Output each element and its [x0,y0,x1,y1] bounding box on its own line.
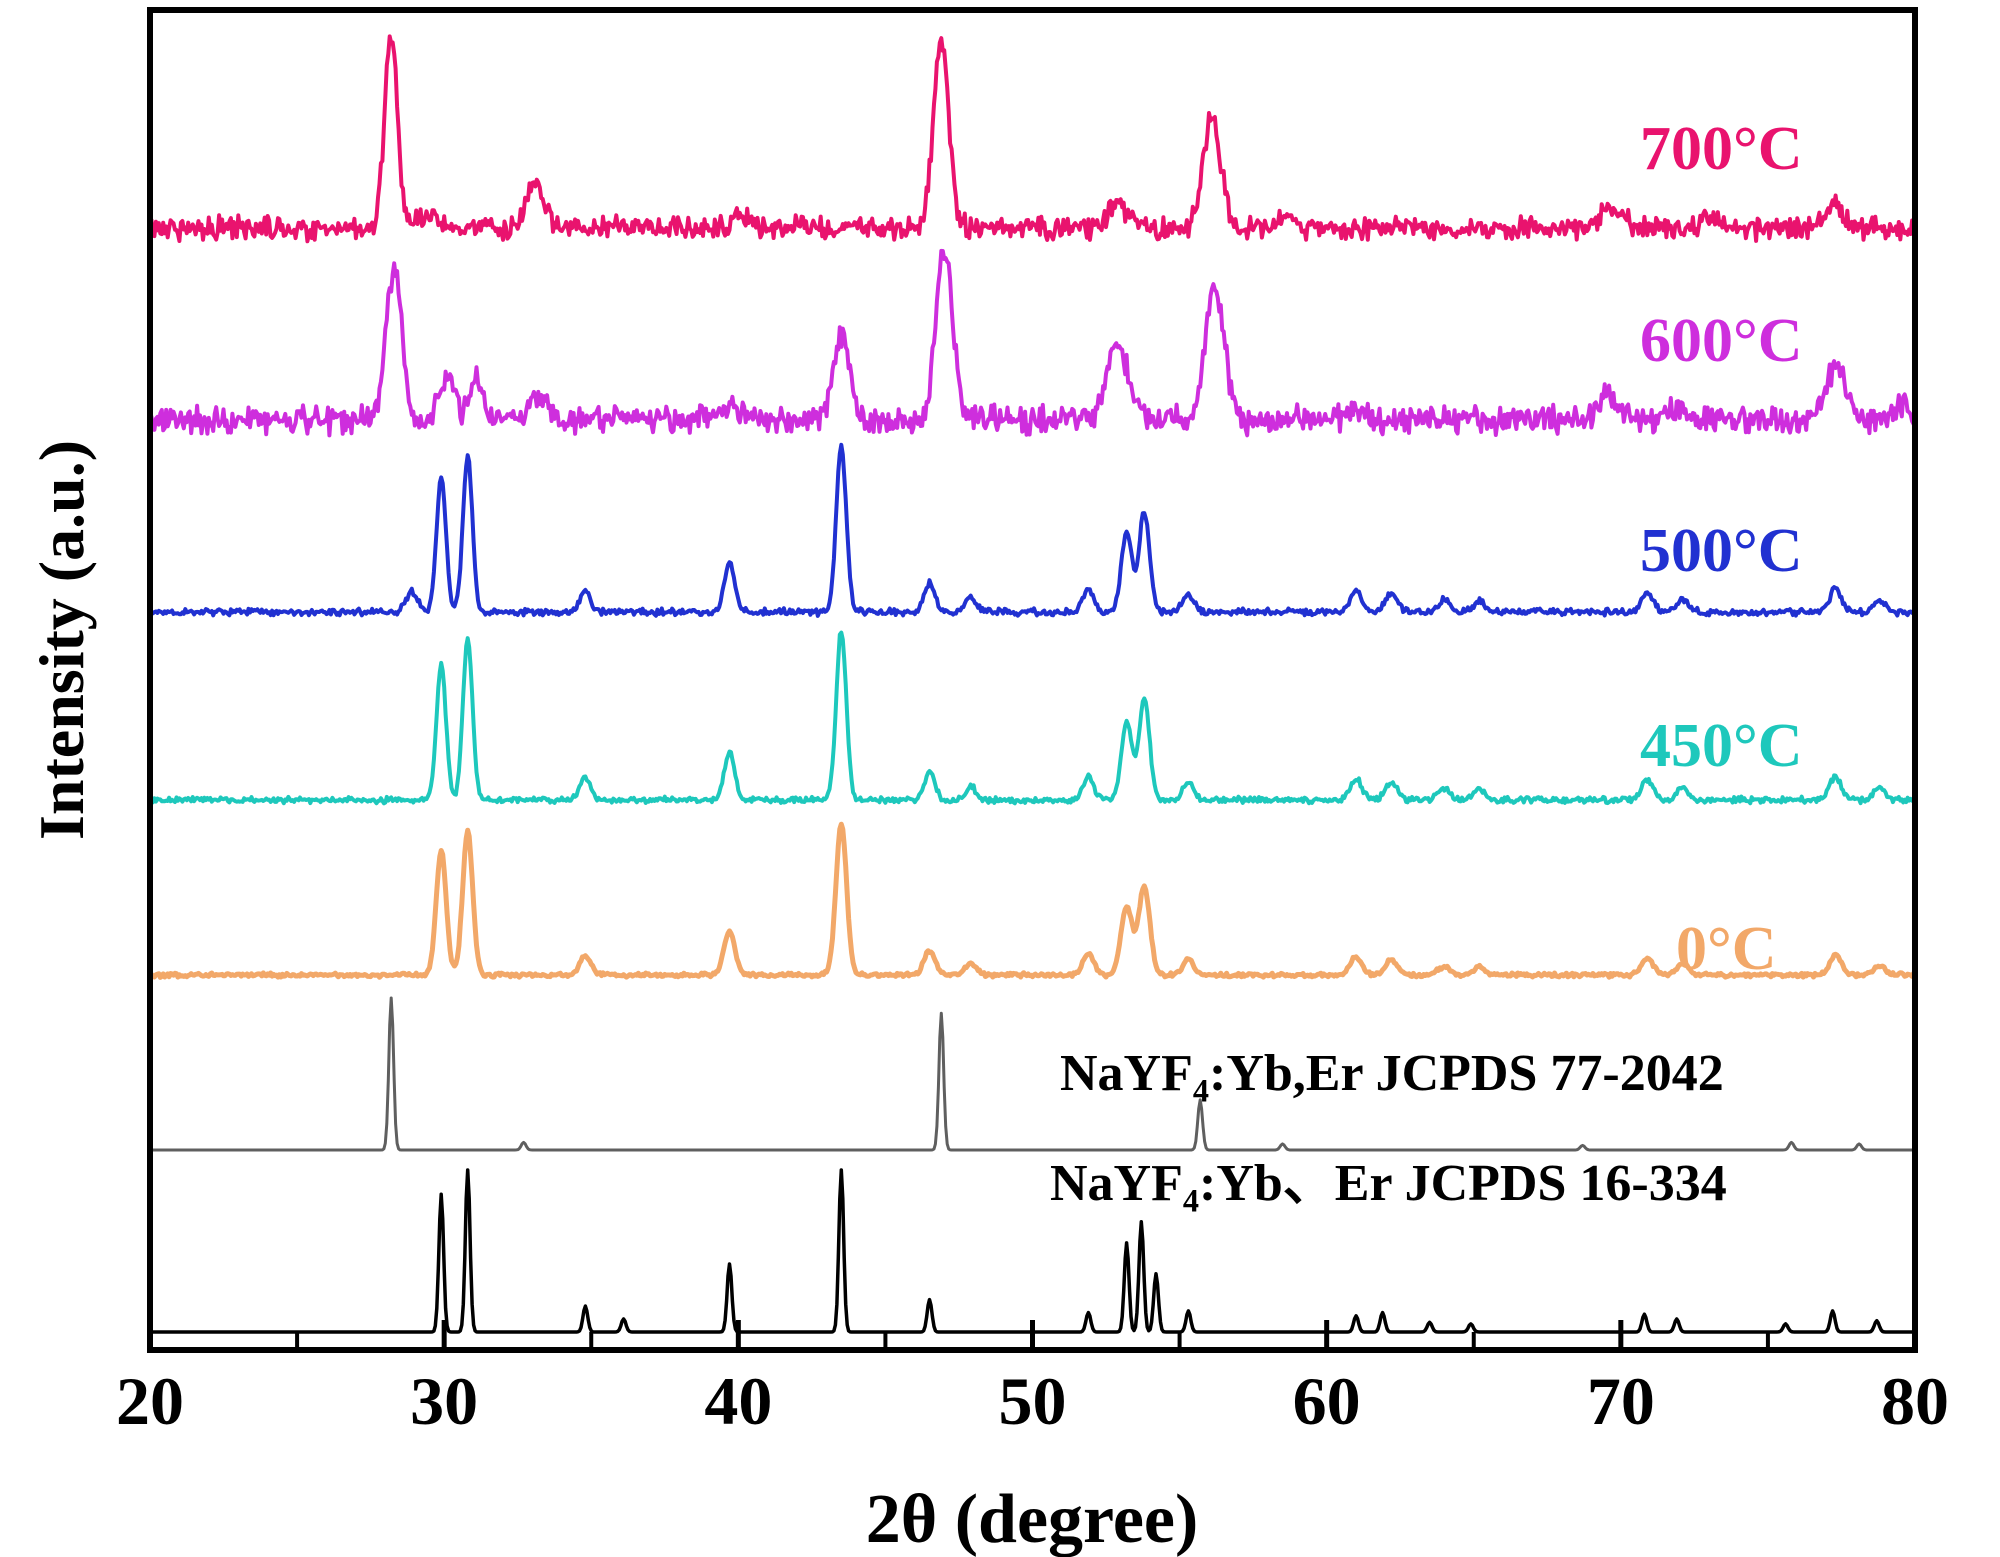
series-label-700C: 700°C [1640,115,1803,183]
annotation-jcpds-16-334: NaYF4:Yb、Er JCPDS 16-334 [1050,1158,1727,1217]
annotation-jcpds-77-2042: NaYF4:Yb,Er JCPDS 77-2042 [1060,1048,1724,1107]
x-tick-label-40: 40 [704,1363,772,1439]
x-tick-label-50: 50 [999,1363,1067,1439]
trace-450C [153,630,1912,806]
annotation-formula-prefix: NaYF [1050,1155,1183,1212]
x-tick-label-30: 30 [410,1363,478,1439]
annotation-formula-suffix: :Yb、Er JCPDS 16-334 [1199,1155,1727,1212]
y-axis-label: Intensity (a.u.) [26,439,97,841]
annotation-formula-suffix: :Yb,Er JCPDS 77-2042 [1209,1045,1724,1102]
plot-frame [147,7,1918,1353]
series-label-0C: 0°C [1676,915,1777,983]
series-label-600C: 600°C [1640,307,1803,375]
x-tick-label-20: 20 [116,1363,184,1439]
series-label-500C: 500°C [1640,517,1803,585]
trace-700C [153,34,1912,244]
x-axis-label: 2θ (degree) [865,1481,1199,1557]
annotation-formula-subscript: 4 [1192,1072,1209,1109]
trace-500C [153,442,1912,618]
traces-group [153,34,1912,1334]
trace-0C [153,821,1912,980]
x-tick-label-80: 80 [1881,1363,1949,1439]
x-tick-label-70: 70 [1587,1363,1655,1439]
trace-jcpds-77-2042 [153,996,1912,1152]
annotation-formula-subscript: 4 [1182,1182,1199,1219]
x-tick-label-60: 60 [1293,1363,1361,1439]
annotation-formula-prefix: NaYF [1060,1045,1193,1102]
trace-600C [153,248,1912,438]
series-label-450C: 450°C [1640,712,1803,780]
